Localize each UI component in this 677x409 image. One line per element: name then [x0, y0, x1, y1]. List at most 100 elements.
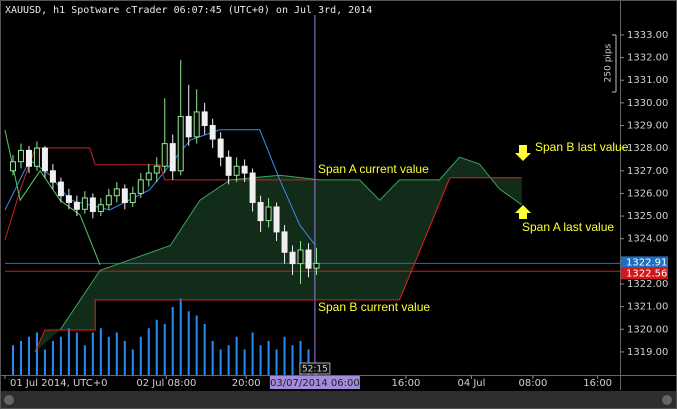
volume-bar — [147, 328, 150, 375]
candle-body — [201, 111, 208, 127]
cloud-layer — [34, 157, 522, 352]
volume-bar — [43, 349, 46, 375]
volume-bar — [99, 328, 102, 375]
candle-body — [17, 149, 24, 163]
price-level-box — [621, 267, 668, 280]
candle-body — [49, 170, 56, 183]
volume-bar — [51, 341, 54, 375]
y-tick-label: 1321.00 — [627, 302, 668, 313]
price-layer — [4, 15, 620, 375]
y-tick-label: 1320.00 — [627, 324, 668, 335]
volume-bar — [235, 336, 238, 375]
volume-bar — [179, 298, 182, 375]
arrow-up — [515, 205, 531, 219]
candle-body — [9, 161, 16, 172]
cloud — [34, 157, 522, 352]
volume-bar — [243, 349, 246, 375]
candle-body — [209, 125, 216, 140]
y-tick-label: 1325.00 — [627, 211, 668, 222]
candle-body — [273, 206, 280, 233]
candle-body — [305, 249, 312, 269]
candle-body — [153, 165, 160, 174]
candle-body — [129, 192, 136, 203]
volume-bar — [227, 345, 230, 375]
candle-body — [249, 172, 256, 203]
y-tick-label: 1327.00 — [627, 166, 668, 177]
volume-bar — [83, 345, 86, 375]
volume-bar — [259, 345, 262, 375]
cursor-label: 03/07/2014 06:00 — [270, 378, 360, 389]
candle-body — [41, 147, 48, 172]
volume-bar — [211, 341, 214, 375]
scroll-left-button[interactable] — [4, 395, 14, 405]
volume-bar — [267, 341, 270, 375]
candle-body — [137, 179, 144, 194]
volume-bar — [115, 332, 118, 375]
timer-label: 52:15 — [302, 365, 328, 375]
candle-body — [89, 197, 96, 213]
y-tick-label: 1331.00 — [627, 75, 668, 86]
candle-body — [193, 111, 200, 138]
price-level-label: 1322.91 — [626, 257, 667, 268]
indicator-line — [4, 129, 101, 266]
x-tick-label: 20:00 — [232, 378, 261, 389]
candle-body — [241, 165, 248, 174]
candle-body — [217, 138, 224, 158]
volume-bar — [187, 311, 190, 375]
y-tick-label: 1326.00 — [627, 188, 668, 199]
volume-bar — [131, 349, 134, 375]
y-tick-label: 1328.00 — [627, 143, 668, 154]
indicator-line — [34, 177, 522, 353]
candle-body — [81, 197, 88, 210]
y-tick-label: 1332.00 — [627, 53, 668, 64]
volume-bar — [123, 341, 126, 375]
y-tick-label: 1330.00 — [627, 98, 668, 109]
chart-title: XAUUSD, h1 Spotware cTrader 06:07:45 (UT… — [5, 5, 372, 16]
scale-bracket — [612, 34, 617, 93]
candle-body — [145, 172, 152, 181]
annotation: Span B last value — [535, 140, 629, 154]
candle-body — [65, 195, 72, 203]
volume-bar — [19, 341, 22, 375]
candle-body — [313, 262, 320, 269]
candle-body — [113, 188, 120, 197]
annotation: Span A current value — [318, 162, 429, 176]
candle-body — [281, 231, 288, 253]
volume-bar — [59, 336, 62, 375]
volume-bar — [283, 336, 286, 375]
volume-bar — [11, 345, 14, 375]
volume-bar — [35, 332, 38, 375]
indicator-line — [4, 147, 315, 240]
y-tick-label: 1329.00 — [627, 121, 668, 132]
volume-bar — [75, 332, 78, 375]
volume-bar — [163, 324, 166, 375]
scroll-right-button[interactable] — [662, 395, 672, 405]
volume-bar — [67, 328, 70, 375]
volume-bar — [307, 349, 310, 375]
volume-bar — [299, 341, 302, 375]
price-level-label: 1322.56 — [626, 268, 667, 279]
x-tick-label: 08:00 — [519, 378, 548, 389]
volume-bar — [291, 345, 294, 375]
arrow-down — [515, 145, 531, 161]
candle-body — [25, 149, 32, 167]
candle-body — [169, 143, 176, 172]
candle-body — [177, 115, 184, 172]
volume-bar — [139, 336, 142, 375]
x-tick-label: 01 Jul 2014, UTC+0 — [10, 378, 108, 389]
volume-bar — [195, 315, 198, 375]
volume-layer — [11, 298, 318, 375]
candle-body — [233, 165, 240, 176]
volume-bar — [275, 349, 278, 375]
candle-body — [33, 147, 40, 167]
candle-body — [265, 206, 272, 222]
annotation: Span B current value — [318, 300, 430, 314]
volume-bar — [171, 307, 174, 375]
axis-layer: 1319.001320.001321.001322.001323.001324.… — [4, 30, 668, 389]
candle-body — [121, 188, 128, 203]
volume-bar — [107, 336, 110, 375]
volume-bar — [203, 324, 206, 375]
volume-bar — [251, 332, 254, 375]
scrollbar[interactable] — [0, 391, 677, 409]
